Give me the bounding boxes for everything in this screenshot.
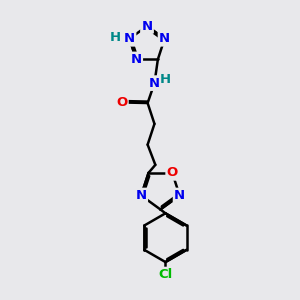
Text: N: N: [159, 32, 170, 45]
Text: N: N: [136, 189, 147, 202]
Text: H: H: [160, 73, 171, 86]
Text: N: N: [124, 32, 135, 45]
Text: H: H: [110, 31, 121, 44]
Text: N: N: [149, 76, 160, 90]
Text: O: O: [167, 167, 178, 179]
Text: O: O: [116, 96, 128, 109]
Text: Cl: Cl: [158, 268, 172, 281]
Text: N: N: [142, 20, 153, 33]
Text: N: N: [174, 189, 185, 202]
Text: N: N: [130, 53, 142, 66]
